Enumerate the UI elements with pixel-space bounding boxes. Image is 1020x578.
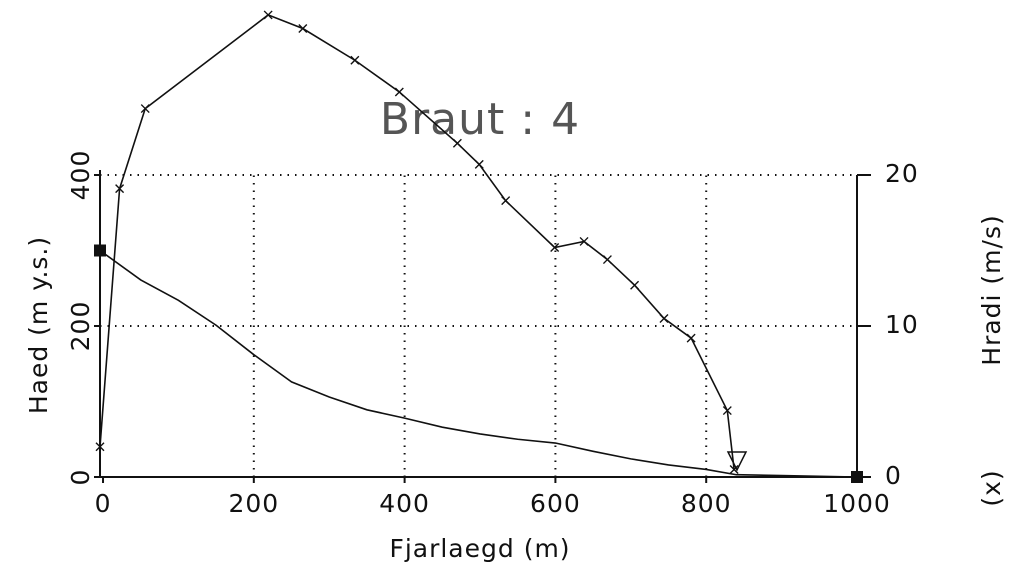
x-marker xyxy=(550,242,560,252)
x-marker xyxy=(474,159,484,169)
x-marker xyxy=(350,55,360,65)
chart-title: Braut : 4 xyxy=(380,94,580,145)
x-marker xyxy=(686,333,696,343)
x-marker xyxy=(579,236,589,246)
y2-axis-label: Hradi (m/s) xyxy=(977,214,1006,365)
square-marker xyxy=(851,471,863,483)
x-axis-label: Fjarlaegd (m) xyxy=(389,534,570,563)
y-axis-label: Haed (m y.s.) xyxy=(24,236,53,414)
x-marker xyxy=(140,104,150,114)
y2-tick-label: 0 xyxy=(885,461,902,490)
x-marker xyxy=(722,406,732,416)
x-tick-label: 400 xyxy=(379,489,430,518)
x-tick-label: 600 xyxy=(530,489,581,518)
y2-tick-label: 20 xyxy=(885,159,919,188)
x-marker xyxy=(729,464,739,474)
x-marker xyxy=(602,255,612,265)
y-tick-label: 200 xyxy=(66,301,95,352)
y-tick-label: 0 xyxy=(66,469,95,486)
x-marker xyxy=(452,138,462,148)
y2-marker-note: (x) xyxy=(977,469,1006,506)
x-marker xyxy=(263,10,273,20)
y-tick-label: 400 xyxy=(66,150,95,201)
x-tick-label: 200 xyxy=(228,489,279,518)
x-tick-label: 800 xyxy=(681,489,732,518)
square-marker xyxy=(94,244,106,257)
y2-tick-label: 10 xyxy=(885,310,919,339)
x-marker xyxy=(659,313,669,323)
x-marker xyxy=(95,442,105,452)
x-tick-label: 0 xyxy=(95,489,112,518)
x-marker xyxy=(115,184,125,194)
x-marker xyxy=(298,24,308,34)
x-marker xyxy=(394,87,404,97)
x-marker xyxy=(501,196,511,206)
x-marker xyxy=(630,280,640,290)
x-tick-label: 1000 xyxy=(823,489,891,518)
series-line xyxy=(99,249,858,478)
series-line xyxy=(99,14,735,470)
